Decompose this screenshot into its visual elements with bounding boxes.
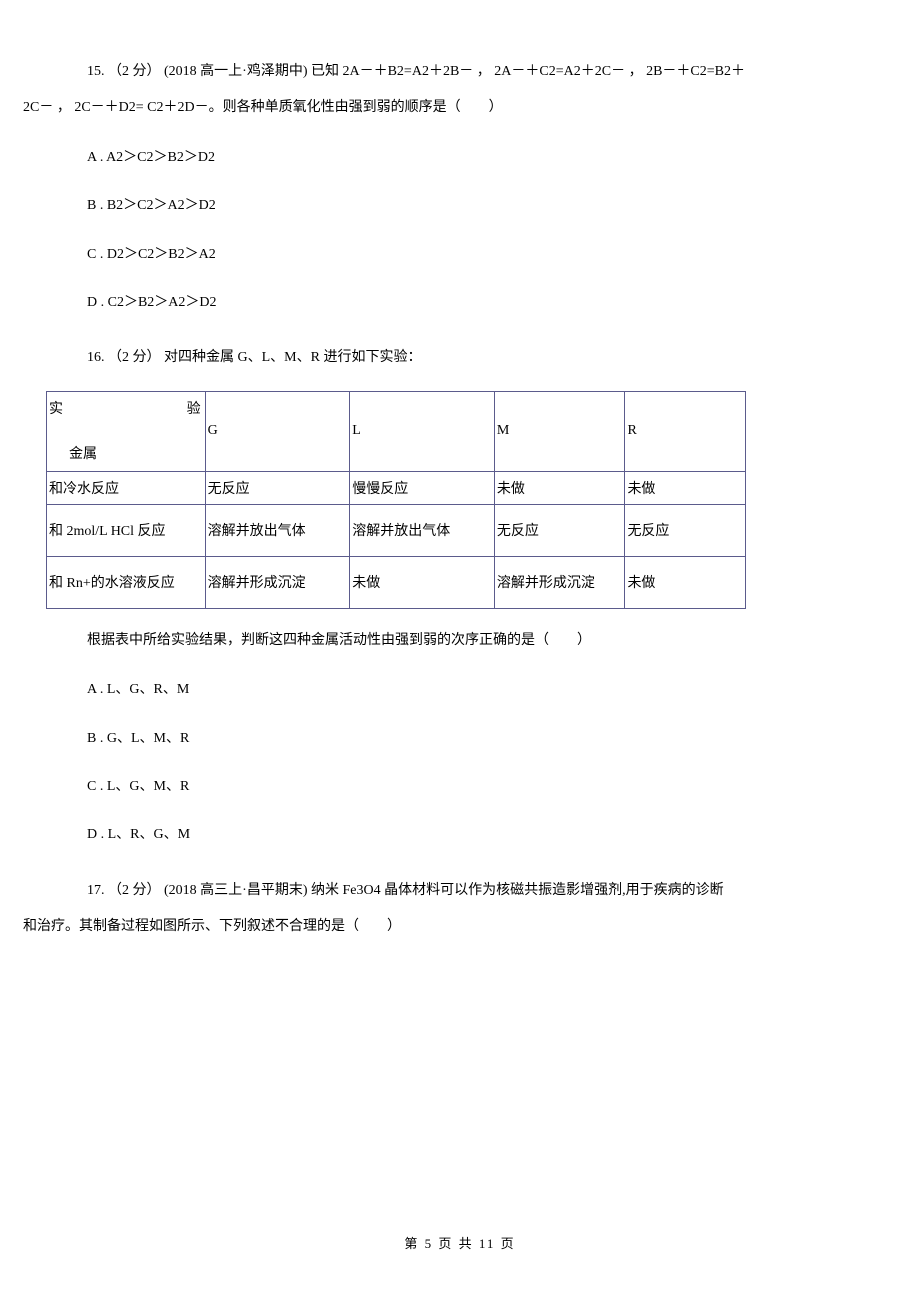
row2-m: 无反应 [494, 504, 625, 556]
row1-label: 和冷水反应 [47, 471, 206, 504]
header-bottom: 金属 [69, 443, 97, 463]
q15-stem-line1: 15. （2 分） (2018 高一上·鸡泽期中) 已知 2A－＋B2=A2＋2… [59, 54, 860, 90]
q15-choice-c: C . D2＞C2＞B2＞A2 [59, 244, 860, 266]
q16-stem: 16. （2 分） 对四种金属 G、L、M、R 进行如下实验： [59, 340, 860, 376]
row1-m: 未做 [494, 471, 625, 504]
q16-choice-a: A . L、G、R、M [59, 679, 860, 701]
q16-choice-c: C . L、G、M、R [59, 776, 860, 798]
row3-l: 未做 [350, 556, 495, 608]
col-header-g: G [205, 391, 350, 471]
row3-label: 和 Rn+的水溶液反应 [47, 556, 206, 608]
row3-g: 溶解并形成沉淀 [205, 556, 350, 608]
row3-r: 未做 [625, 556, 746, 608]
page-footer: 第 5 页 共 11 页 [0, 1233, 920, 1252]
row1-g: 无反应 [205, 471, 350, 504]
row3-m: 溶解并形成沉淀 [494, 556, 625, 608]
experiment-table: 实 验 金属 G L M R 和冷水反应 无反应 慢慢反应 未做 未做 和 2m… [46, 391, 746, 609]
header-top-left: 实 [49, 398, 63, 418]
header-top-right: 验 [187, 398, 201, 418]
col-header-m: M [494, 391, 625, 471]
q16-choice-b: B . G、L、M、R [59, 728, 860, 750]
row2-r: 无反应 [625, 504, 746, 556]
q15-choice-a: A . A2＞C2＞B2＞D2 [59, 147, 860, 169]
q15-stem-line2: 2C－ ， 2C－＋D2= C2＋2D－。则各种单质氧化性由强到弱的顺序是（ ） [23, 90, 860, 126]
row1-l: 慢慢反应 [350, 471, 495, 504]
row1-r: 未做 [625, 471, 746, 504]
col-header-l: L [350, 391, 495, 471]
q16-after-table: 根据表中所给实验结果，判断这四种金属活动性由强到弱的次序正确的是（ ） [59, 623, 860, 659]
row2-g: 溶解并放出气体 [205, 504, 350, 556]
table-header-corner: 实 验 金属 [47, 391, 206, 471]
col-header-r: R [625, 391, 746, 471]
q15-choice-b: B . B2＞C2＞A2＞D2 [59, 195, 860, 217]
q17-stem-line1: 17. （2 分） (2018 高三上·昌平期末) 纳米 Fe3O4 晶体材料可… [59, 873, 860, 909]
q17-stem-line2: 和治疗。其制备过程如图所示、下列叙述不合理的是（ ） [23, 909, 860, 945]
q16-choice-d: D . L、R、G、M [59, 824, 860, 846]
q16-choices: A . L、G、R、M B . G、L、M、R C . L、G、M、R D . … [59, 679, 860, 847]
row2-l: 溶解并放出气体 [350, 504, 495, 556]
q15-choice-d: D . C2＞B2＞A2＞D2 [59, 292, 860, 314]
q15-choices: A . A2＞C2＞B2＞D2 B . B2＞C2＞A2＞D2 C . D2＞C… [59, 147, 860, 315]
row2-label: 和 2mol/L HCl 反应 [47, 504, 206, 556]
